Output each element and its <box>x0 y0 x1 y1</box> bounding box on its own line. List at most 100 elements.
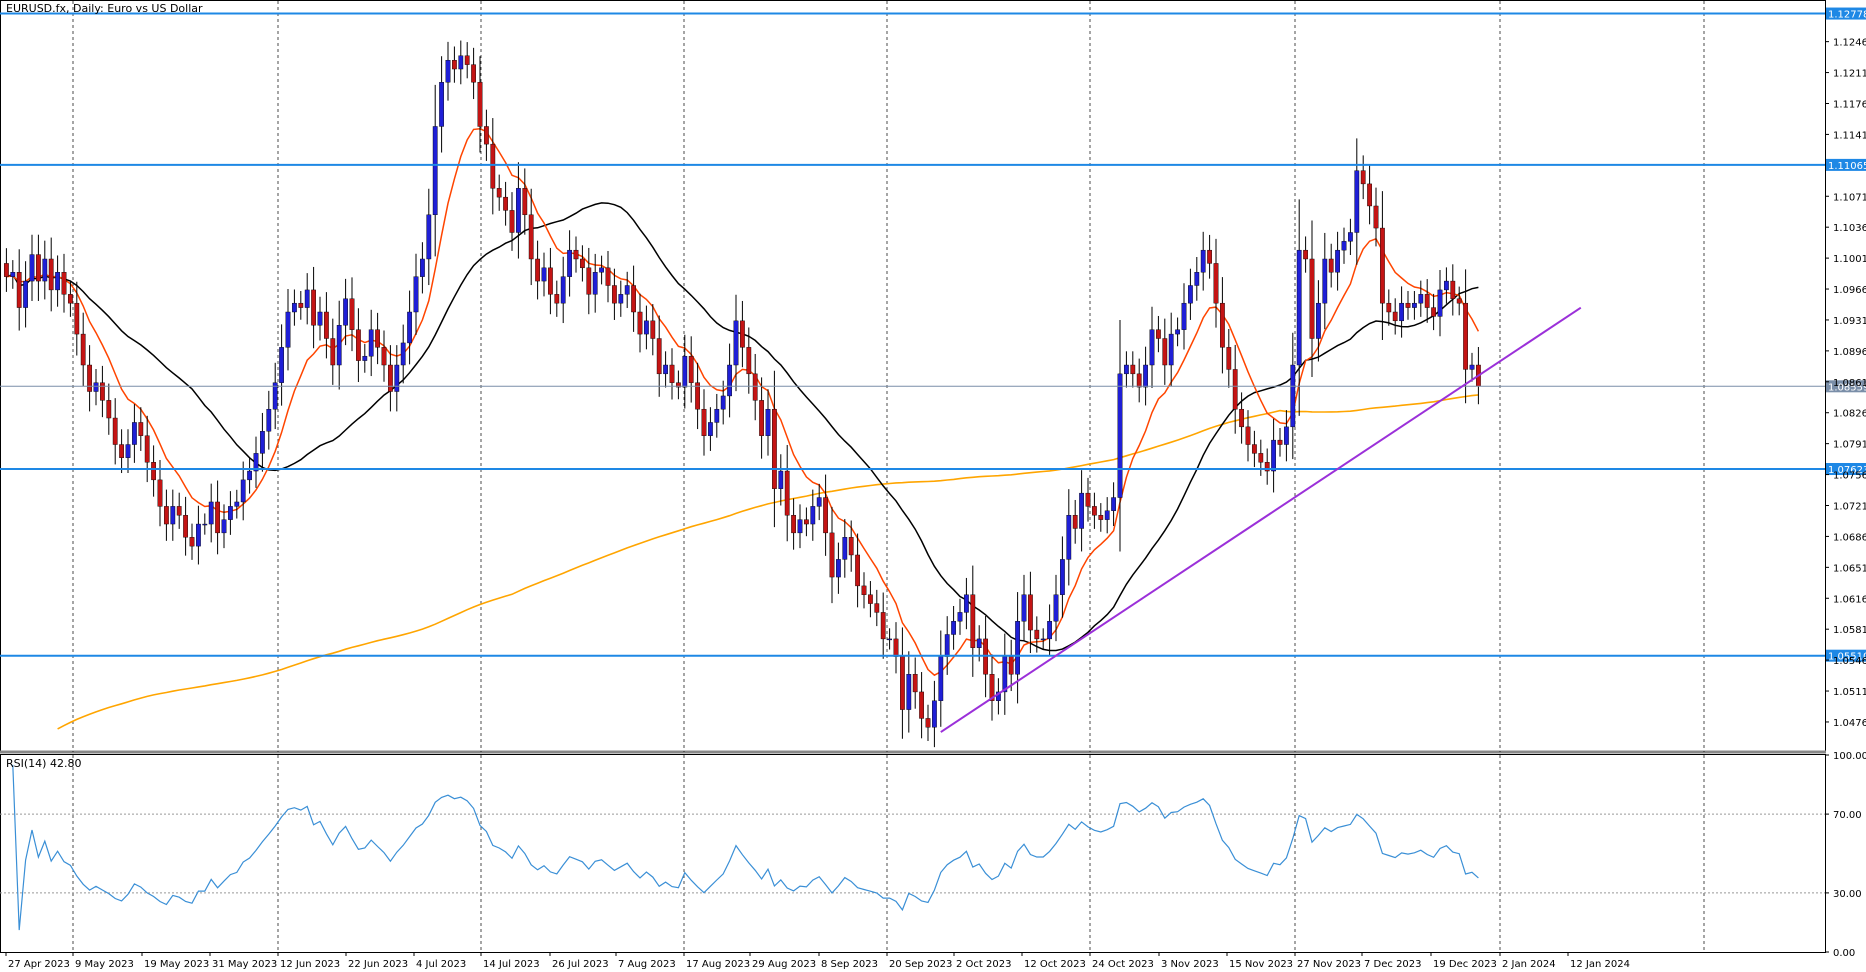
candle-body <box>432 126 438 216</box>
y-tick-label: 1.05810 <box>1833 625 1866 636</box>
candle-body <box>1264 462 1270 472</box>
candle-body <box>804 519 809 525</box>
candle-body <box>285 311 291 348</box>
candle-body <box>413 276 419 313</box>
candle-body <box>1373 205 1379 229</box>
x-tick-label: 31 May 2023 <box>212 959 277 970</box>
candle-body <box>1322 258 1328 304</box>
candle-body <box>650 320 656 339</box>
y-tick-label: 1.11410 <box>1833 130 1866 141</box>
candle-body <box>1079 492 1085 529</box>
candle-body <box>74 302 80 335</box>
candle-body <box>1379 227 1385 304</box>
candle-body <box>893 638 899 657</box>
candle-body <box>944 634 950 657</box>
candle-body <box>861 585 867 595</box>
candle-body <box>170 506 176 525</box>
candle-body <box>1341 241 1347 251</box>
candle-body <box>682 355 688 388</box>
candle-body <box>1123 364 1129 375</box>
candle-body <box>1315 302 1321 339</box>
horizontal-levels: 1.12778 1.11065 1.07623 1.05510 1.08559 <box>0 7 1866 663</box>
y-tick-label: 1.09660 <box>1833 285 1866 296</box>
candle-body <box>528 214 534 260</box>
candle-body <box>151 462 156 481</box>
x-tick-label: 27 Apr 2023 <box>8 959 70 970</box>
candle-body <box>541 267 547 282</box>
candle-body <box>1309 258 1315 339</box>
candle-body <box>279 347 284 383</box>
x-tick-label: 22 Jun 2023 <box>348 959 408 970</box>
candle-body <box>1450 280 1456 299</box>
candle-body <box>163 506 169 525</box>
candle-body <box>605 267 611 286</box>
level-price-label: 1.07623 <box>1828 465 1866 476</box>
candle-body <box>1207 249 1213 264</box>
candle-body <box>612 285 617 304</box>
candle-body <box>1296 249 1302 366</box>
candle-body <box>868 594 873 604</box>
candle-body <box>586 267 592 295</box>
candle-body <box>1258 453 1264 463</box>
candle-body <box>298 302 304 308</box>
candle-body <box>106 400 112 419</box>
candle-body <box>215 501 220 534</box>
candle-body <box>61 272 67 295</box>
price-panel-frame <box>0 0 1826 753</box>
candle-body <box>1072 515 1078 529</box>
y-tick-label: 1.07210 <box>1833 501 1866 512</box>
candle-body <box>99 382 105 401</box>
candle-body <box>887 638 893 641</box>
level-price-tag <box>1826 7 1866 20</box>
candle-body <box>362 355 368 361</box>
candle-body <box>1143 364 1149 388</box>
candle-body <box>394 364 400 392</box>
candle-body <box>906 674 912 710</box>
candle-body <box>48 258 54 291</box>
candle-body <box>1443 280 1449 291</box>
candle-body <box>1034 629 1040 640</box>
candle-body <box>304 289 310 308</box>
candle-body <box>548 267 553 295</box>
candle-body <box>67 294 73 304</box>
y-tick-label: 1.12460 <box>1833 38 1866 49</box>
candle-body <box>1194 272 1200 286</box>
candle-body <box>1232 369 1238 410</box>
x-tick-label: 27 Nov 2023 <box>1297 959 1361 970</box>
candle-body <box>1059 559 1065 595</box>
candle-body <box>752 373 758 401</box>
y-tick-label: 1.12110 <box>1833 69 1866 80</box>
candle-body <box>1392 311 1398 322</box>
candle-body <box>1015 621 1021 675</box>
vertical-grid[interactable] <box>72 1 1705 952</box>
candle-body <box>1168 333 1174 366</box>
candle-body <box>202 523 208 526</box>
candle-body <box>1155 329 1161 339</box>
candle-body <box>784 470 790 516</box>
candle-body <box>1469 364 1475 370</box>
candle-body <box>125 444 131 458</box>
candle-body <box>420 258 425 277</box>
x-tick-label: 2 Oct 2023 <box>956 959 1011 970</box>
candle-body <box>317 311 323 326</box>
candle-body <box>195 523 201 547</box>
candle-body <box>669 364 675 383</box>
candle-body <box>733 320 739 366</box>
y-tick-label: 1.04760 <box>1833 718 1866 729</box>
candle-body <box>87 364 93 392</box>
candle-body <box>240 479 246 503</box>
candle-body <box>925 718 931 728</box>
candle-body <box>445 59 451 83</box>
candle-body <box>1066 515 1072 560</box>
level-price-label: 1.05510 <box>1828 652 1866 663</box>
candle-body <box>42 258 48 282</box>
candle-body <box>388 364 393 392</box>
candle-body <box>36 254 41 282</box>
candle-body <box>1219 302 1225 348</box>
candle-body <box>10 272 16 277</box>
candle-body <box>644 320 649 335</box>
candle-body <box>797 519 803 534</box>
candle-body <box>1303 249 1309 260</box>
candle-body <box>663 364 669 375</box>
y-tick-label: 1.09310 <box>1833 316 1866 327</box>
